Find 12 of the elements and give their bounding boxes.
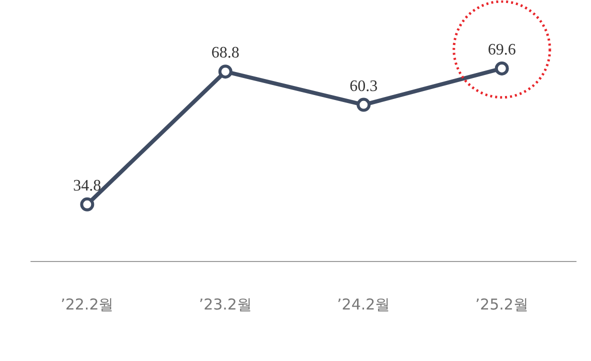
x-tick-label: ’24.2월 bbox=[337, 296, 390, 314]
x-tick-label: ’23.2월 bbox=[198, 296, 252, 314]
point bbox=[356, 98, 371, 112]
point bbox=[80, 197, 94, 212]
data-label: 60.3 bbox=[350, 78, 378, 95]
x-tick-label: ’22.2월 bbox=[60, 296, 114, 314]
data-label: 34.8 bbox=[73, 177, 102, 194]
point bbox=[218, 64, 232, 79]
data-label: 69.6 bbox=[488, 41, 516, 58]
data-label: 68.8 bbox=[211, 44, 240, 62]
x-tick-label: ’25.2월 bbox=[475, 296, 528, 314]
point bbox=[494, 61, 509, 76]
